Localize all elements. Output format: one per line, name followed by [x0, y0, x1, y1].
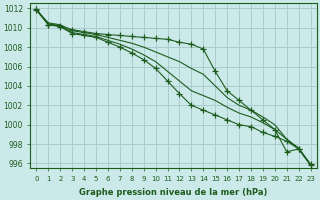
X-axis label: Graphe pression niveau de la mer (hPa): Graphe pression niveau de la mer (hPa)	[79, 188, 268, 197]
